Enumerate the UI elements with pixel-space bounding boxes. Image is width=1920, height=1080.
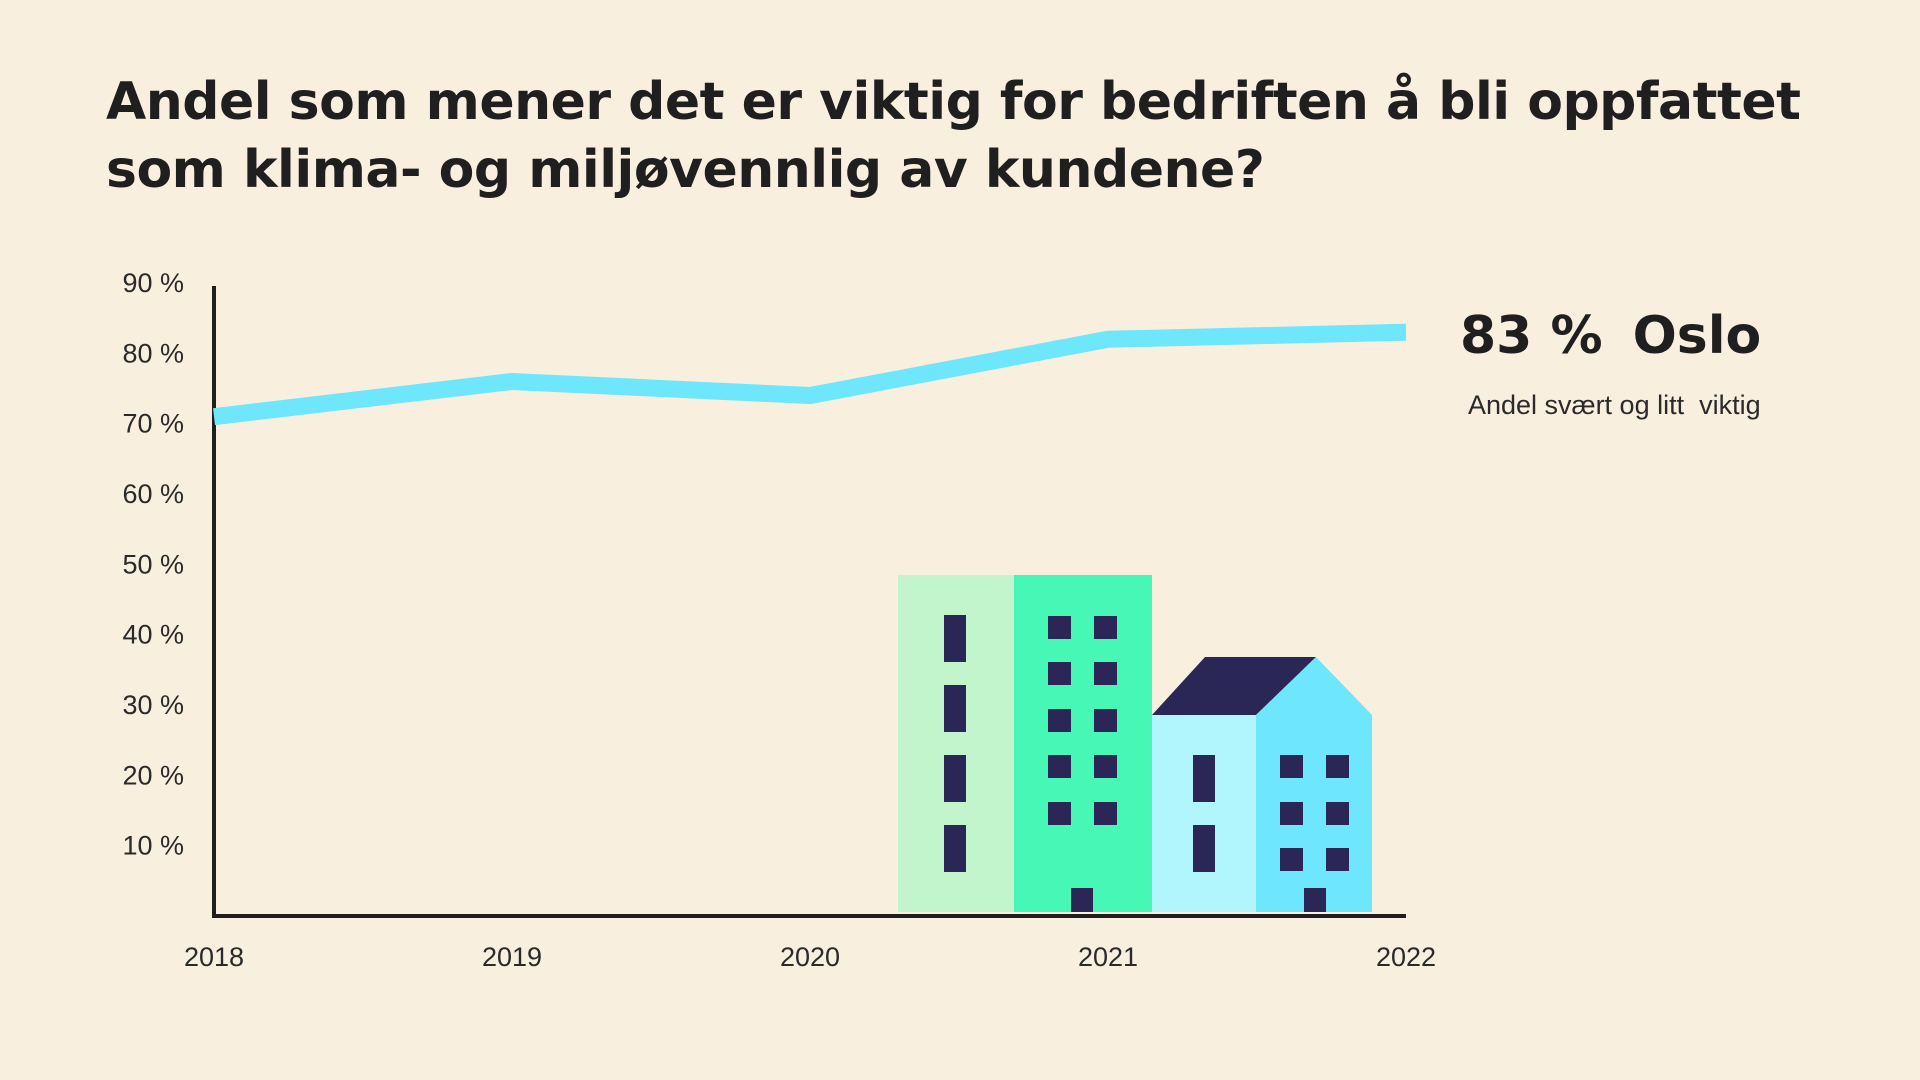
chart-title-line-1: Andel som mener det er viktig for bedrif… <box>106 72 1801 132</box>
window-grid <box>1280 755 1349 871</box>
window <box>944 615 966 662</box>
door <box>1304 888 1326 912</box>
roof <box>1152 657 1316 715</box>
callout-value: 83 % Oslo <box>1460 306 1761 366</box>
chart-title-line-2: som klima- og miljøvennlig av kundene? <box>106 140 1265 200</box>
y-axis-ticks: 10 % 20 % 30 % 40 % 50 % 60 % 70 % 80 % 90 % <box>122 268 184 861</box>
y-tick-label: 40 % <box>122 620 184 650</box>
x-tick-label: 2019 <box>482 942 542 972</box>
y-tick-label: 50 % <box>122 549 184 579</box>
x-tick-label: 2022 <box>1376 942 1436 972</box>
y-tick-label: 70 % <box>122 409 184 439</box>
door <box>1071 888 1093 912</box>
window <box>944 755 966 802</box>
window <box>944 825 966 872</box>
axes <box>212 286 1406 918</box>
callout-subtitle: Andel svært og litt viktig <box>1468 390 1761 420</box>
y-tick-label: 30 % <box>122 690 184 720</box>
y-tick-label: 90 % <box>122 268 184 298</box>
y-tick-label: 20 % <box>122 760 184 790</box>
callout-place: Oslo <box>1632 306 1762 366</box>
x-axis-ticks: 2018 2019 2020 2021 2022 <box>184 942 1436 972</box>
series-group <box>213 323 1407 426</box>
window <box>1193 755 1215 802</box>
city-buildings-illustration <box>898 575 1372 912</box>
x-tick-label: 2021 <box>1078 942 1138 972</box>
x-tick-label: 2018 <box>184 942 244 972</box>
series-line-oslo <box>213 323 1407 426</box>
y-tick-label: 10 % <box>122 831 184 861</box>
building-green <box>1014 575 1152 912</box>
x-tick-label: 2020 <box>780 942 840 972</box>
y-tick-label: 60 % <box>122 479 184 509</box>
window <box>944 685 966 732</box>
y-tick-label: 80 % <box>122 338 184 368</box>
callout-percent: 83 % <box>1460 306 1603 366</box>
building-light-blue <box>1152 715 1256 912</box>
window-grid <box>1048 616 1117 825</box>
window <box>1193 825 1215 872</box>
chart-title: Andel som mener det er viktig for bedrif… <box>106 68 1806 204</box>
